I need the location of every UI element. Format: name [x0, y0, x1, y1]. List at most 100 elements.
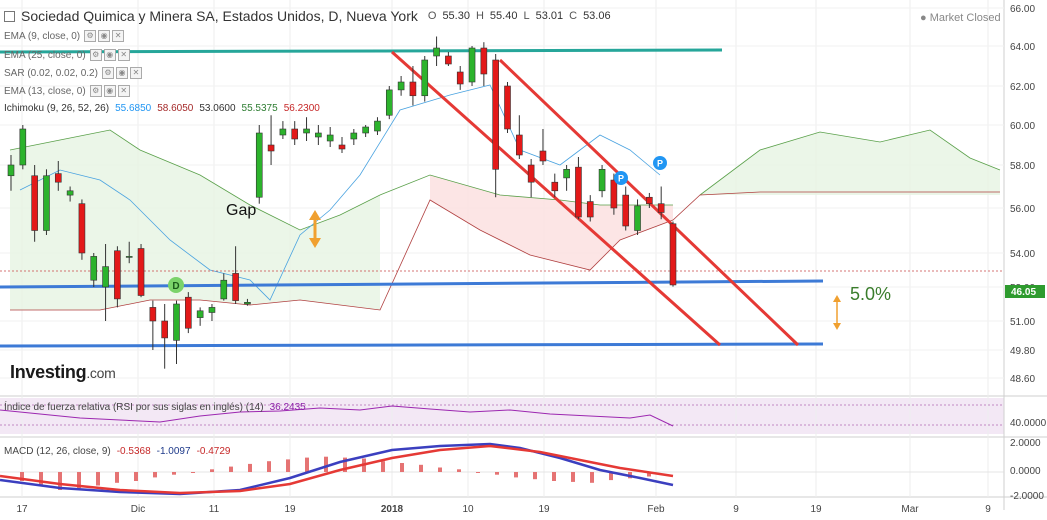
candle-body — [208, 307, 216, 313]
candle-body — [539, 150, 547, 162]
ichimoku-cloud — [430, 175, 673, 270]
macd-histogram-bar — [153, 472, 157, 478]
ichimoku-label: Ichimoku (9, 26, 52, 26) — [4, 103, 110, 114]
visibility-icon[interactable]: ◉ — [98, 30, 111, 42]
macd-value: -0.4729 — [196, 446, 231, 457]
x-tick-label: Dic — [131, 504, 145, 515]
macd-axis-label: -2.0000 — [1010, 491, 1044, 502]
candle-body — [468, 47, 476, 83]
rsi-line — [0, 405, 674, 427]
candle-body — [31, 175, 38, 231]
rsi-value: 36.2435 — [269, 402, 306, 413]
macd-histogram-bar — [77, 472, 81, 489]
macd-histogram-bar — [39, 472, 43, 486]
candle-body — [90, 256, 98, 281]
macd-histogram-bar — [438, 467, 442, 472]
high-label: H — [475, 10, 484, 22]
candle-body — [575, 166, 582, 218]
candle-body — [279, 128, 287, 136]
candle-body — [669, 223, 677, 286]
indicator-ema25[interactable]: EMA (25, close, 0) ⚙ ◉ ✕ — [4, 49, 130, 61]
x-tick-label: 2018 — [381, 504, 404, 515]
price-tick-label: 64.00 — [1010, 42, 1035, 53]
ema9-label: EMA (9, close, 0) — [4, 30, 81, 42]
high-value: 55.40 — [489, 10, 518, 22]
macd-histogram-bar — [58, 472, 62, 490]
candle-body — [125, 256, 133, 258]
indicator-ema13[interactable]: EMA (13, close, 0) ⚙ ◉ ✕ — [4, 85, 130, 97]
symbol-title: Sociedad Quimica y Minera SA, Estados Un… — [21, 8, 418, 24]
x-tick-label: 9 — [985, 504, 991, 515]
candle-body — [326, 134, 334, 142]
macd-pane — [0, 440, 1004, 496]
close-icon[interactable]: ✕ — [129, 67, 142, 79]
candle-body — [480, 47, 488, 75]
candle-body — [315, 132, 322, 138]
macd-histogram-bar — [115, 472, 119, 483]
candle-body — [338, 144, 346, 150]
candle-body — [586, 201, 594, 218]
candle-body — [563, 169, 570, 179]
macd-histogram-bar — [552, 472, 556, 481]
settings-icon[interactable]: ⚙ — [84, 30, 97, 42]
chart-header: Sociedad Quimica y Minera SA, Estados Un… — [4, 8, 611, 24]
open-value: 55.30 — [442, 10, 470, 22]
price-tick-label: 58.00 — [1010, 161, 1035, 172]
open-label: O — [427, 10, 437, 22]
price-tick-label: 54.00 — [1010, 249, 1035, 260]
low-value: 53.01 — [535, 10, 564, 22]
macd-histogram-bar — [590, 472, 594, 483]
settings-icon[interactable]: ⚙ — [101, 67, 114, 79]
ichimoku-tenkan — [19, 84, 661, 301]
pct-arrow-head — [833, 323, 841, 330]
gap-arrow-head — [309, 238, 321, 248]
rsi-legend[interactable]: Índice de fuerza relativa (RSI por sus s… — [4, 402, 306, 413]
macd-legend[interactable]: MACD (12, 26, close, 9) -0.5368 -1.0097 … — [4, 446, 230, 457]
visibility-icon[interactable]: ◉ — [103, 85, 116, 97]
candle-body — [161, 320, 168, 339]
x-tick-label: Mar — [901, 504, 919, 515]
gap-arrow-head — [309, 210, 321, 220]
candle-body — [43, 175, 50, 231]
percent-annotation: 5.0% — [850, 284, 892, 304]
macd-histogram-bar — [20, 472, 24, 481]
indicator-ema9[interactable]: EMA (9, close, 0) ⚙ ◉ ✕ — [4, 30, 125, 42]
settings-icon[interactable]: ⚙ — [89, 85, 102, 97]
investing-logo: Investing.com — [10, 362, 116, 383]
close-value: 53.06 — [583, 10, 611, 22]
candle-body — [244, 301, 251, 305]
macd-value: -1.0097 — [156, 446, 191, 457]
candle-body — [114, 250, 121, 300]
close-icon[interactable]: ✕ — [117, 85, 130, 97]
badge-p-text: P — [657, 159, 663, 169]
macd-histogram-bar — [495, 472, 499, 475]
badge-p-circle — [653, 156, 667, 170]
visibility-icon[interactable]: ◉ — [103, 49, 116, 61]
macd-axis-label: 2.0000 — [1010, 438, 1041, 449]
ichimoku-value: 53.0600 — [199, 103, 236, 114]
close-icon[interactable]: ✕ — [117, 49, 130, 61]
candle-body — [149, 307, 157, 322]
macd-histogram-bar — [381, 461, 385, 472]
support-line — [0, 342, 824, 348]
candle-body — [255, 132, 263, 198]
rsi-axis-label: 40.0000 — [1010, 418, 1047, 429]
macd-histogram-bar — [191, 472, 195, 473]
indicator-ichimoku[interactable]: Ichimoku (9, 26, 52, 26) 55.6850 58.6050… — [4, 103, 320, 114]
ichimoku-value: 58.6050 — [157, 103, 194, 114]
close-icon[interactable]: ✕ — [112, 30, 125, 42]
x-tick-label: 19 — [538, 504, 550, 515]
candle-body — [610, 179, 618, 209]
badge-d-text: D — [172, 281, 179, 292]
candle-body — [657, 203, 665, 213]
macd-histogram-bar — [533, 472, 537, 480]
price-tick-label: 48.60 — [1010, 374, 1035, 385]
settings-icon[interactable]: ⚙ — [89, 49, 102, 61]
visibility-icon[interactable]: ◉ — [115, 67, 128, 79]
candle-body — [196, 310, 204, 318]
macd-signal-line — [0, 444, 674, 495]
indicator-sar[interactable]: SAR (0.02, 0.02, 0.2) ⚙ ◉ ✕ — [4, 67, 142, 79]
collapse-icon[interactable] — [4, 10, 15, 22]
badge-d: D — [168, 277, 184, 293]
